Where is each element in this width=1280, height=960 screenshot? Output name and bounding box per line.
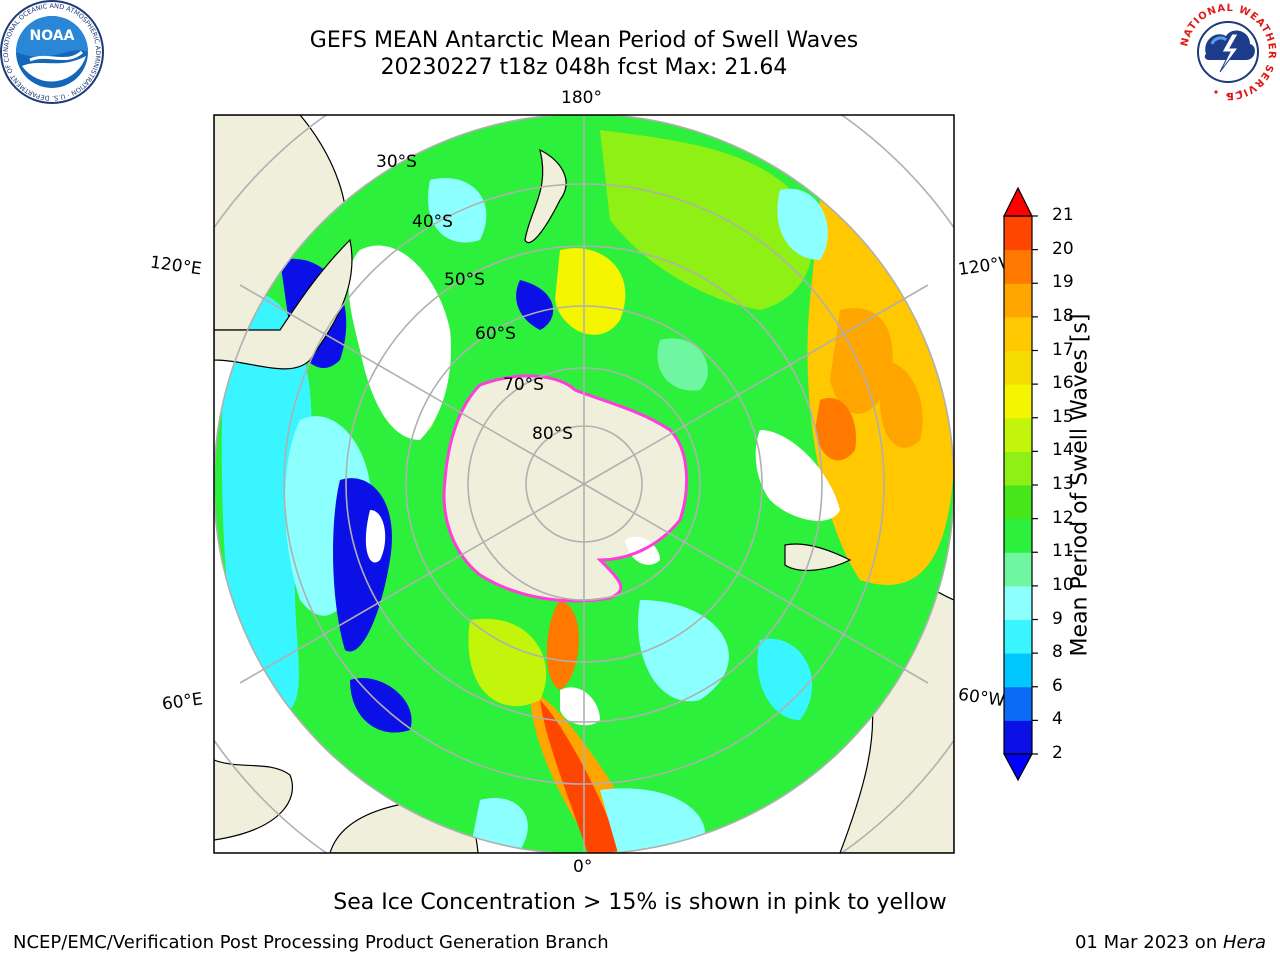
lat-label-40s: 40°S	[412, 212, 453, 232]
colorbar-tick-label: 16	[1052, 373, 1074, 394]
colorbar-segment	[1004, 283, 1032, 318]
colorbar-segment	[1004, 384, 1032, 419]
colorbar-tick-label: 18	[1052, 305, 1074, 326]
lat-label-30s: 30°S	[376, 152, 417, 172]
colorbar-segment	[1004, 585, 1032, 620]
colorbar-segment	[1004, 552, 1032, 587]
colorbar-extend-high	[1003, 186, 1033, 217]
map-frame	[213, 114, 955, 854]
lat-label-70s: 70°S	[503, 375, 544, 395]
colorbar-tick-label: 17	[1052, 339, 1074, 360]
colorbar-tick-label: 6	[1052, 675, 1063, 696]
colorbar-tick-label: 4	[1052, 709, 1063, 730]
colorbar-tick-label: 21	[1052, 205, 1074, 225]
colorbar-tick-label: 2	[1052, 743, 1063, 763]
colorbar-tick-label: 9	[1052, 608, 1063, 629]
colorbar-tick-label: 11	[1052, 541, 1074, 562]
colorbar-segment	[1004, 653, 1032, 688]
colorbar-segment	[1004, 485, 1032, 520]
colorbar-tick-label: 19	[1052, 272, 1074, 293]
noaa-logo-icon: NATIONAL OCEANIC AND ATMOSPHERIC ADMINIS…	[0, 0, 104, 104]
map-subtitle: 20230227 t18z 048h fcst Max: 21.64	[380, 55, 788, 80]
colorbar-extend-low	[1002, 753, 1034, 782]
colorbar-segment	[1004, 451, 1032, 486]
colorbar-segment	[1004, 720, 1032, 755]
colorbar-label: Mean Period of Swell Waves [s]	[1067, 313, 1093, 657]
colorbar	[1002, 186, 1038, 782]
footer-host: Hera	[1222, 932, 1266, 953]
colorbar-segments	[1004, 216, 1032, 755]
lon-label-0: 0°	[573, 857, 593, 877]
colorbar-segment	[1004, 249, 1032, 284]
colorbar-tick-label: 12	[1052, 507, 1074, 528]
sea-ice-note: Sea Ice Concentration > 15% is shown in …	[333, 890, 947, 915]
colorbar-segment	[1004, 686, 1032, 721]
colorbar-segment	[1004, 417, 1032, 452]
noaa-logo-text: NOAA	[30, 28, 75, 44]
footer-producer: NCEP/EMC/Verification Post Processing Pr…	[13, 932, 609, 953]
sea-ice-edge	[442, 374, 689, 603]
colorbar-segment	[1004, 350, 1032, 385]
colorbar-segment	[1004, 518, 1032, 553]
swell-field-patches	[221, 130, 954, 853]
footer-date: 01 Mar 2023 on Hera	[1074, 932, 1266, 953]
lat-label-80s: 80°S	[532, 424, 573, 444]
colorbar-segment	[1004, 316, 1032, 351]
colorbar-tick-label: 20	[1052, 238, 1074, 259]
colorbar-tick-label: 13	[1052, 474, 1074, 494]
lat-label-60s: 60°S	[475, 324, 516, 344]
nws-logo-icon: NATIONAL WEATHER SERVICE	[1178, 2, 1278, 102]
colorbar-tick-label: 15	[1052, 406, 1074, 427]
colorbar-segment	[1004, 619, 1032, 654]
colorbar-tick-label: 10	[1052, 574, 1074, 595]
colorbar-tick-label: 14	[1052, 440, 1074, 461]
graticule	[214, 115, 954, 853]
colorbar-tick-label: 8	[1052, 642, 1063, 663]
map-title: GEFS MEAN Antarctic Mean Period of Swell…	[309, 28, 859, 53]
colorbar-segment	[1004, 216, 1032, 251]
lat-label-50s: 50°S	[444, 270, 485, 290]
lon-label-180: 180°	[561, 88, 602, 108]
